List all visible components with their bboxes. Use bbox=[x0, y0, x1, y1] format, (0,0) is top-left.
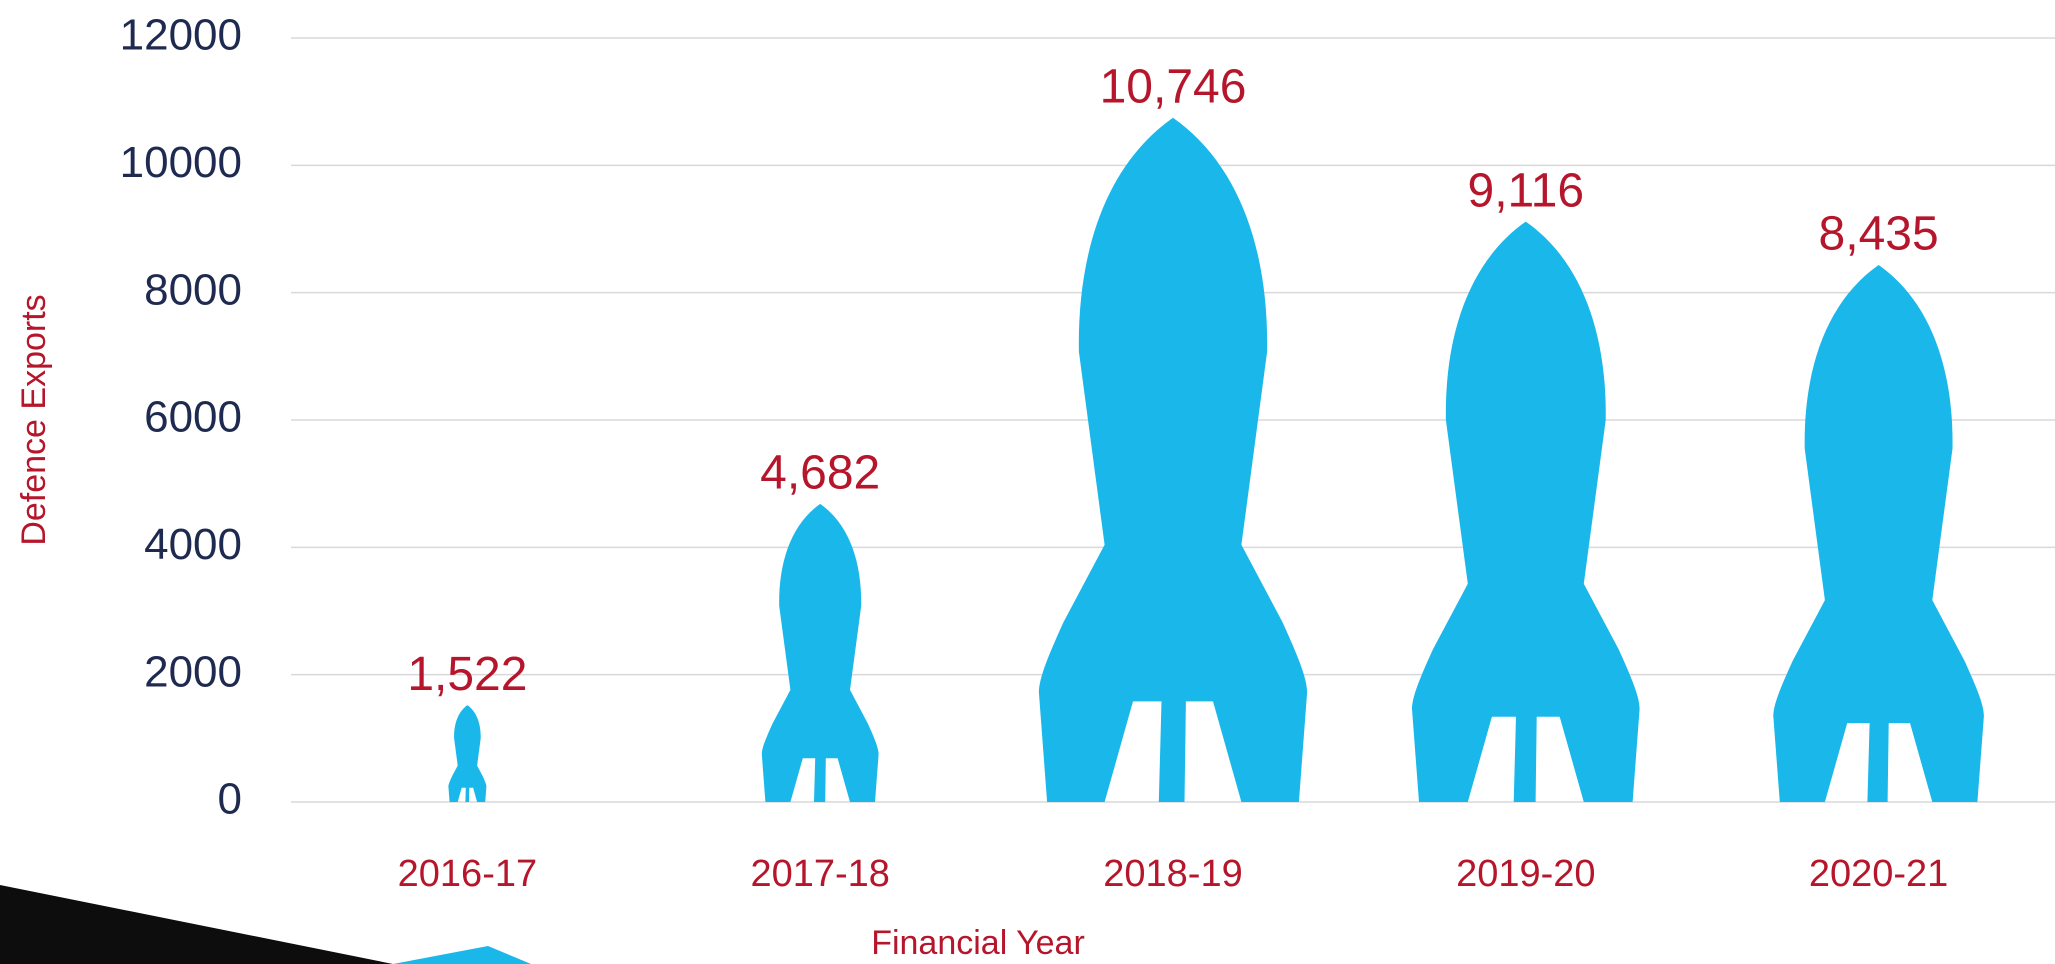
value-label: 9,116 bbox=[1468, 164, 1585, 217]
y-tick-label: 0 bbox=[218, 775, 242, 824]
value-label: 1,522 bbox=[407, 648, 527, 701]
y-tick-label: 8000 bbox=[144, 265, 242, 314]
y-tick-label: 6000 bbox=[144, 393, 242, 442]
y-tick-label: 2000 bbox=[144, 647, 242, 696]
value-label: 8,435 bbox=[1819, 208, 1939, 261]
y-tick-label: 10000 bbox=[120, 138, 242, 187]
y-tick-label: 4000 bbox=[144, 520, 242, 569]
x-tick-label: 2020-21 bbox=[1809, 853, 1948, 895]
decoration bbox=[393, 946, 531, 964]
y-tick-label: 12000 bbox=[120, 11, 242, 60]
x-tick-label: 2019-20 bbox=[1456, 853, 1595, 895]
y-axis-label: Defence Exports bbox=[15, 294, 53, 545]
rocket-bar bbox=[1412, 221, 1640, 803]
rocket-bar bbox=[448, 705, 487, 802]
value-label: 4,682 bbox=[760, 447, 880, 500]
x-tick-label: 2018-19 bbox=[1103, 853, 1242, 895]
x-axis-label: Financial Year bbox=[871, 924, 1085, 962]
rocket-bar bbox=[761, 503, 879, 802]
rocket-bar bbox=[1038, 117, 1308, 803]
x-tick-label: 2016-17 bbox=[398, 853, 537, 895]
rocket-bar bbox=[1773, 265, 1984, 802]
x-tick-label: 2017-18 bbox=[750, 853, 889, 895]
decoration bbox=[0, 885, 393, 964]
value-label: 10,746 bbox=[1100, 61, 1247, 114]
